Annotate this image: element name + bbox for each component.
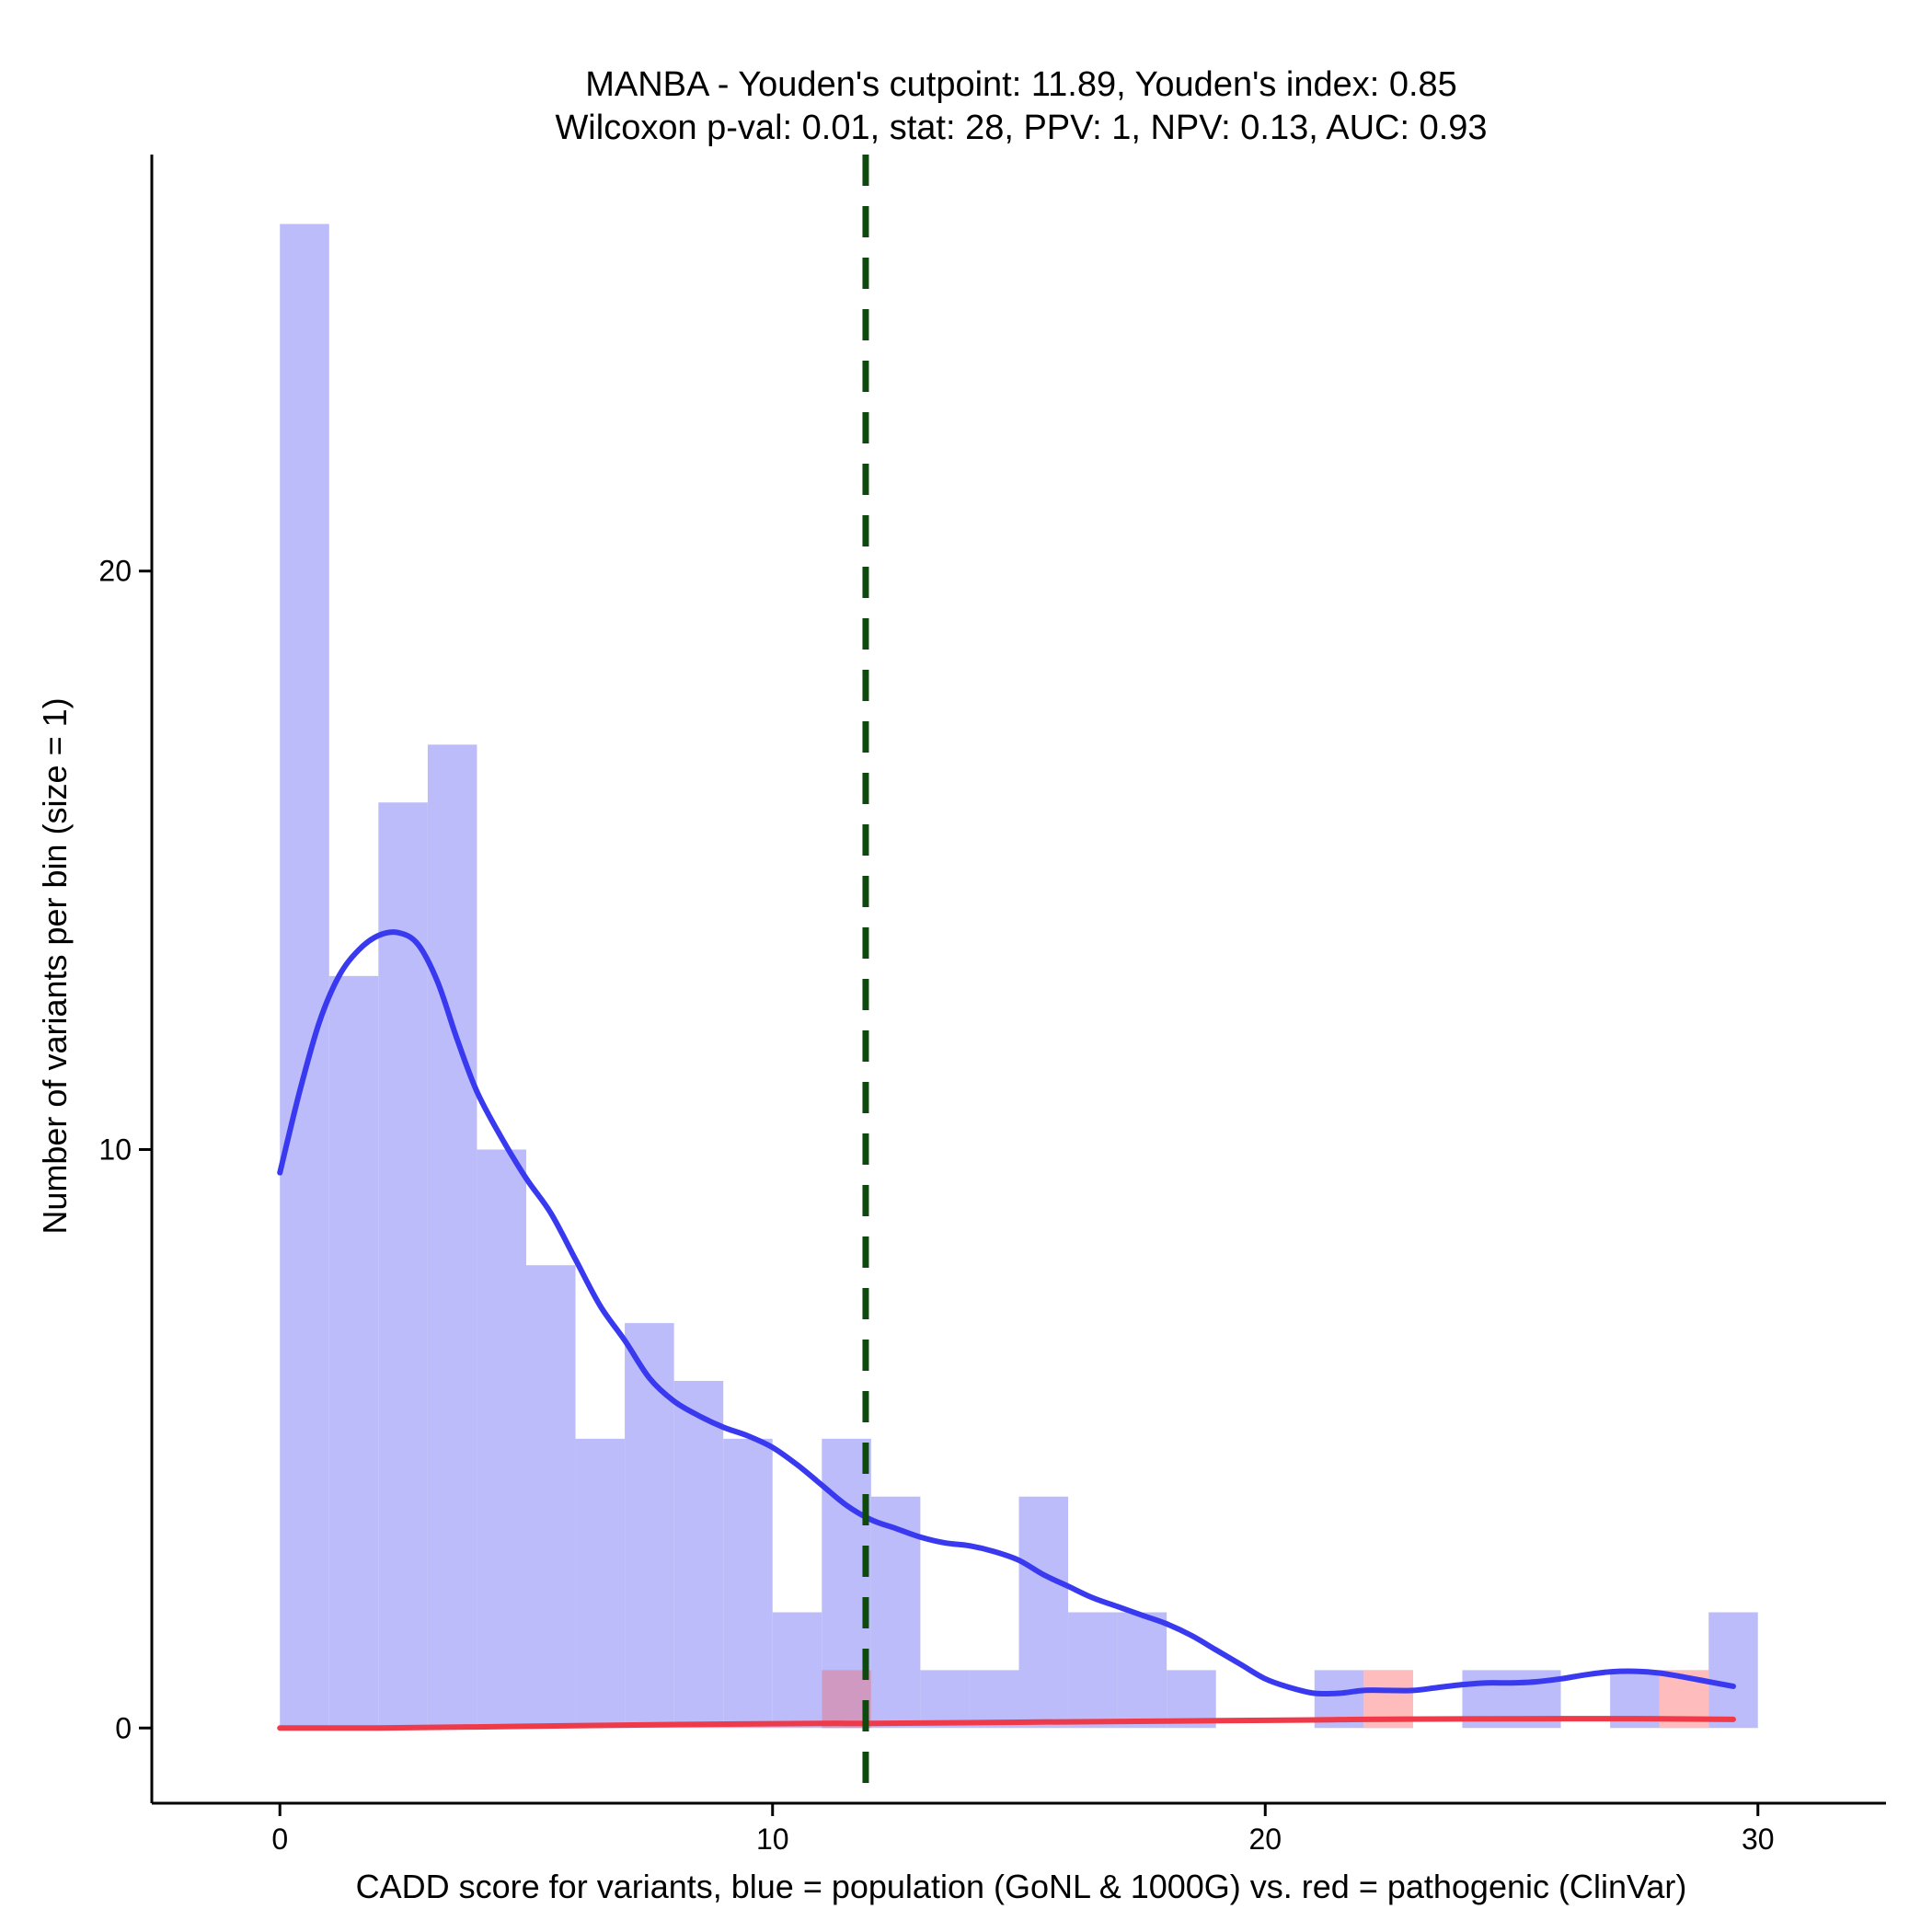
population-bar-2 [378,802,428,1729]
population-bar-5 [525,1265,576,1729]
x-tick-label-10: 10 [756,1823,789,1856]
population-bar-14 [969,1670,1019,1729]
x-axis-label: CADD score for variants, blue = populati… [356,1868,1687,1905]
axes: 0 10 20 30 0 10 20 [98,155,1886,1856]
population-bar-4 [477,1149,526,1729]
x-tick-label-30: 30 [1742,1823,1775,1856]
population-bar-29 [1708,1612,1758,1729]
population-bar-7 [625,1323,674,1729]
pathogenic-density-curve-group [277,1716,1736,1731]
y-tick-label-0: 0 [115,1711,132,1744]
population-bar-16 [1068,1612,1118,1729]
population-bar-13 [920,1670,970,1729]
chart-title-line-1: MANBA - Youden's cutpoint: 11.89, Youden… [585,65,1457,104]
y-tick-label-20: 20 [98,555,132,588]
chart-title: MANBA - Youden's cutpoint: 11.89, Youden… [555,65,1487,147]
x-tick-label-20: 20 [1248,1823,1282,1856]
pathogenic-density-curve [277,1716,1736,1731]
x-tick-label-0: 0 [271,1823,288,1856]
y-tick-label-10: 10 [98,1133,132,1166]
population-bar-0 [280,224,329,1729]
population-bar-6 [575,1438,626,1729]
population-bar-17 [1117,1612,1167,1729]
population-density-curve [277,929,1736,1697]
chart-title-line-2: Wilcoxon p-val: 0.01, stat: 28, PPV: 1, … [555,109,1487,147]
y-axis-label: Number of variants per bin (size = 1) [36,697,74,1234]
population-bar-10 [772,1612,822,1729]
population-bar-3 [427,744,477,1729]
population-bar-1 [328,975,379,1729]
population-density-curve-group [277,929,1736,1697]
population-bar-15 [1018,1496,1069,1729]
population-bar-9 [723,1438,773,1729]
population-bar-8 [673,1380,724,1729]
population-bars [280,224,1758,1729]
